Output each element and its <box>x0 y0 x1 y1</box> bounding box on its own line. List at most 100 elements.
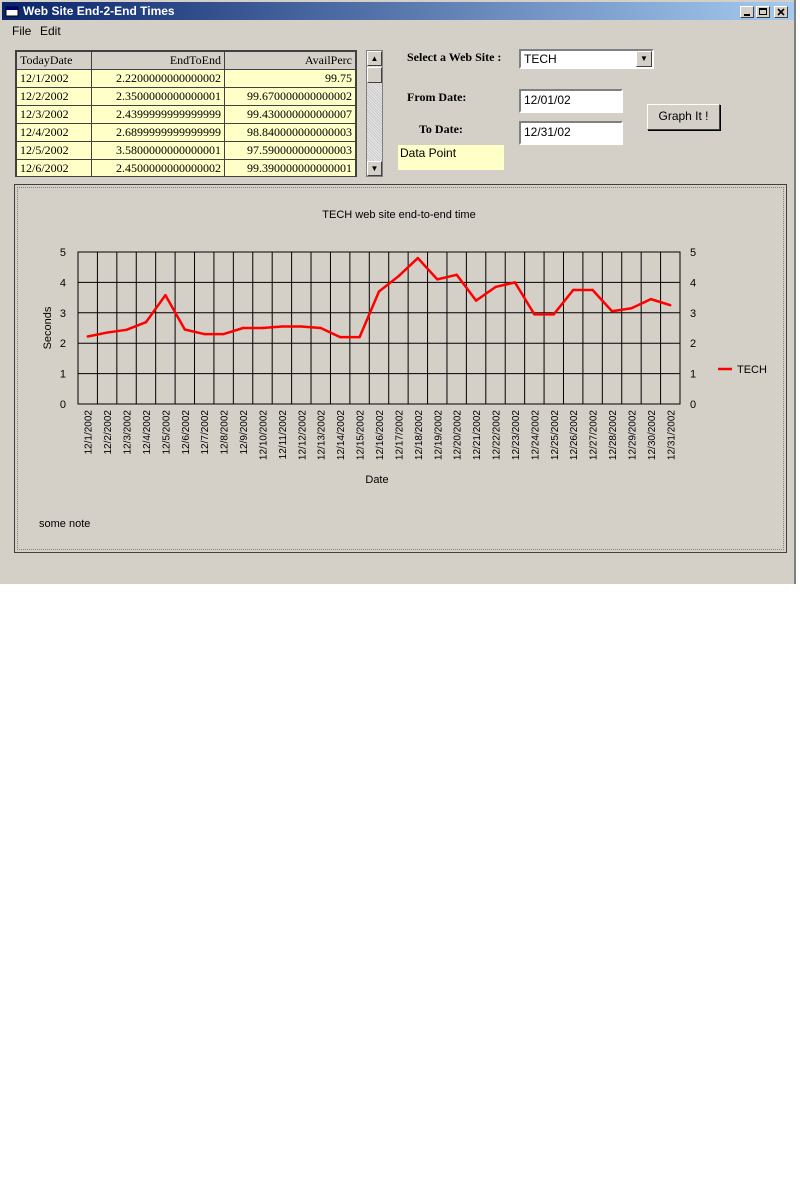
y2-tick-label: 1 <box>690 369 696 381</box>
menu-bar: File Edit <box>2 22 794 40</box>
graph-it-button[interactable]: Graph It ! <box>647 104 720 130</box>
y2-tick-label: 2 <box>690 338 696 350</box>
y-tick-label: 4 <box>60 277 66 289</box>
y2-tick-label: 3 <box>690 308 696 320</box>
data-point <box>377 290 381 293</box>
x-tick-label: 12/28/2002 <box>608 410 619 460</box>
arrow-up-icon: ▲ <box>370 54 379 63</box>
grid-vertical-scrollbar[interactable]: ▲ ▼ <box>366 50 383 177</box>
scroll-up-button[interactable]: ▲ <box>367 51 382 66</box>
scroll-thumb[interactable] <box>367 67 382 83</box>
table-cell[interactable]: 12/6/2002 <box>16 159 93 176</box>
x-tick-label: 12/21/2002 <box>472 410 483 460</box>
menu-file[interactable]: File <box>12 24 32 38</box>
data-point <box>552 313 555 316</box>
data-point <box>222 332 225 336</box>
x-tick-label: 12/1/2002 <box>84 410 95 455</box>
maximize-button[interactable] <box>756 6 770 18</box>
x-tick-label: 12/29/2002 <box>627 410 638 460</box>
data-point <box>474 299 478 302</box>
y-tick-label: 5 <box>60 247 66 259</box>
data-point <box>436 278 439 281</box>
app-window: Web Site End-2-End Times File Edit Today… <box>0 0 796 584</box>
data-point <box>241 326 245 330</box>
table-cell[interactable]: 2.4500000000000002 <box>91 159 225 176</box>
maximize-icon <box>759 8 767 15</box>
x-tick-label: 12/6/2002 <box>181 410 192 455</box>
x-tick-label: 12/2/2002 <box>103 410 114 455</box>
table-row[interactable]: 12/6/2002 2.4500000000000002 99.3900000000… <box>16 159 356 176</box>
table-cell[interactable]: 3.5800000000000001 <box>91 141 225 160</box>
x-tick-label: 12/4/2002 <box>142 410 153 455</box>
x-tick-label: 12/16/2002 <box>375 410 386 460</box>
table-row[interactable]: 12/3/2002 2.4399999999999999 99.4300000000… <box>16 105 356 124</box>
data-point <box>455 273 458 276</box>
x-tick-label: 12/7/2002 <box>200 410 211 455</box>
from-date-input[interactable]: 12/01/02 <box>519 89 623 113</box>
y-tick-label: 3 <box>60 308 66 320</box>
from-date-value: 12/01/02 <box>524 93 571 107</box>
data-point <box>338 335 342 339</box>
data-point <box>203 332 206 336</box>
y-tick-label: 0 <box>60 399 66 411</box>
x-tick-label: 12/17/2002 <box>394 410 405 460</box>
x-tick-label: 12/23/2002 <box>511 410 522 460</box>
data-point <box>105 331 109 334</box>
data-point <box>669 304 672 307</box>
chart[interactable]: 0 01 12 23 34 45 512/1/2002 12/2/2002 12/3/2002 1… <box>0 0 800 584</box>
scroll-down-button[interactable]: ▼ <box>367 161 382 176</box>
x-tick-label: 12/18/2002 <box>414 410 425 460</box>
x-tick-label: 12/24/2002 <box>530 410 541 460</box>
data-point-label: Data Point <box>398 145 504 170</box>
arrow-down-icon: ▼ <box>370 164 379 173</box>
table-cell[interactable]: 12/2/2002 <box>16 87 93 106</box>
x-tick-label: 12/5/2002 <box>161 410 172 455</box>
chart-title: TECH web site end-to-end time <box>322 209 475 221</box>
data-point <box>125 328 128 332</box>
table-cell[interactable]: 99.390000000000001 <box>224 159 356 176</box>
chart-frame <box>14 184 787 553</box>
table-cell[interactable]: 2.2200000000000002 <box>91 69 225 88</box>
y2-tick-label: 0 <box>690 399 696 411</box>
site-label: Select a Web Site : <box>407 50 502 64</box>
site-select[interactable]: TECH ▼ <box>519 49 654 69</box>
chevron-down-icon: ▼ <box>640 54 648 63</box>
table-cell[interactable]: 97.590000000000003 <box>224 141 356 160</box>
menu-edit[interactable]: Edit <box>40 24 61 38</box>
to-date-input[interactable]: 12/31/02 <box>519 121 623 145</box>
data-point <box>319 326 322 330</box>
data-point <box>494 285 497 289</box>
table-cell[interactable]: 99.670000000000002 <box>224 87 356 106</box>
window-title: Web Site End-2-End Times <box>23 4 175 18</box>
table-row[interactable]: 12/2/2002 2.3500000000000001 99.6700000000… <box>16 87 356 106</box>
title-bar[interactable]: Web Site End-2-End Times <box>2 2 794 20</box>
x-tick-label: 12/14/2002 <box>336 410 347 460</box>
y-axis-label: Seconds <box>42 306 54 349</box>
to-date-value: 12/31/02 <box>524 125 571 139</box>
y-tick-label: 2 <box>60 338 66 350</box>
data-grid[interactable]: TodayDate EndToEnd AvailPerc 12/1/2002 2.… <box>15 50 357 177</box>
column-header[interactable]: TodayDate <box>16 51 93 70</box>
column-header[interactable]: EndToEnd <box>91 51 225 70</box>
table-cell[interactable]: 98.840000000000003 <box>224 123 356 142</box>
x-tick-label: 12/19/2002 <box>433 410 444 460</box>
dropdown-button[interactable]: ▼ <box>636 51 652 67</box>
minimize-button[interactable] <box>740 6 754 18</box>
data-point <box>164 293 167 297</box>
data-point <box>183 328 187 331</box>
data-point <box>280 325 284 328</box>
table-row[interactable]: 12/4/2002 2.6899999999999999 98.8400000000… <box>16 123 356 142</box>
table-cell[interactable]: 2.3500000000000001 <box>91 87 225 106</box>
table-cell[interactable]: 12/3/2002 <box>16 105 93 124</box>
table-cell[interactable]: 12/1/2002 <box>16 69 93 88</box>
grid-header-row: TodayDate EndToEnd AvailPerc <box>16 51 356 70</box>
close-icon <box>777 8 785 16</box>
app-icon <box>5 6 19 17</box>
data-point <box>86 335 89 338</box>
x-tick-label: 12/8/2002 <box>220 410 231 455</box>
x-tick-label: 12/30/2002 <box>647 410 658 460</box>
data-point <box>261 326 264 330</box>
x-tick-label: 12/9/2002 <box>239 410 250 455</box>
close-button[interactable] <box>774 6 788 18</box>
data-point <box>144 321 148 324</box>
